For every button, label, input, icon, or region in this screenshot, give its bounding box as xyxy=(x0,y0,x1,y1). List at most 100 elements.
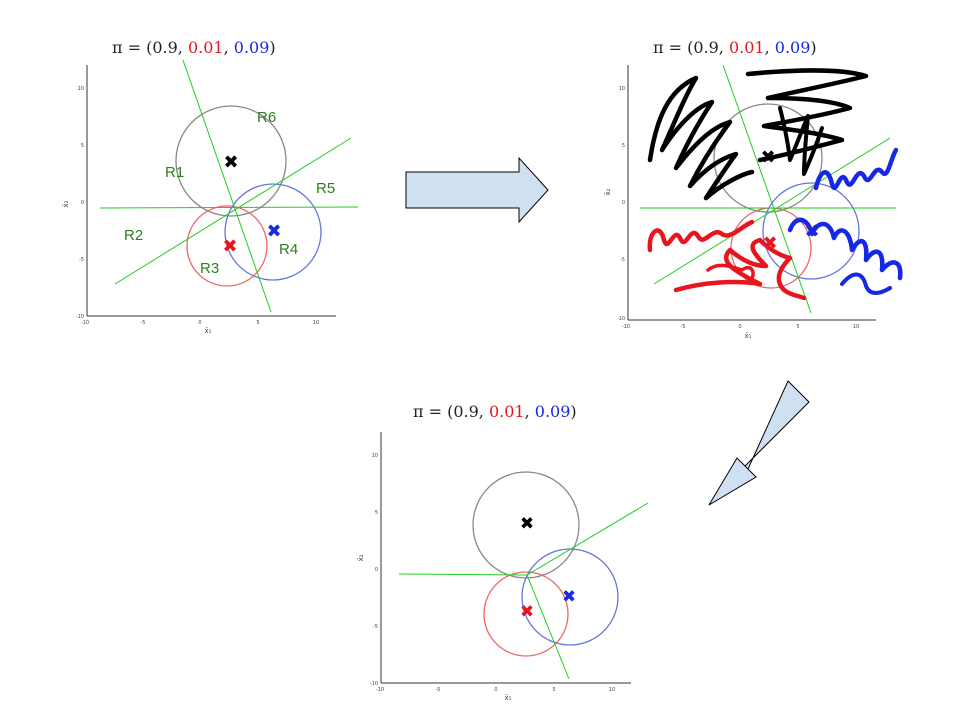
blue-region-scribble xyxy=(840,272,892,295)
blue-class-circle xyxy=(224,183,322,281)
region-label-r4: R4 xyxy=(279,241,298,258)
black-class-circle xyxy=(175,105,287,217)
title-suffix: ) xyxy=(810,38,816,57)
y-tick-label: -5 xyxy=(79,257,84,263)
title-sep2: , xyxy=(525,402,535,421)
y-tick-label: 0 xyxy=(81,200,84,206)
blue-class-circle xyxy=(762,182,860,280)
x-tick-label: -10 xyxy=(622,324,630,330)
title-prefix: π = ( xyxy=(413,402,453,421)
region-label-r1: R1 xyxy=(165,164,184,181)
x-tick-label: -5 xyxy=(141,320,146,326)
title-prefix: π = ( xyxy=(653,38,693,57)
panel-title: π = (0.9, 0.01, 0.09) xyxy=(653,38,817,57)
title-p3: 0.09 xyxy=(775,38,811,57)
black-region-scribble xyxy=(647,75,755,201)
boundary-line-diagonal xyxy=(653,137,891,285)
x-tick-label: 10 xyxy=(853,324,859,330)
title-sep2: , xyxy=(765,38,775,57)
title-p1: 0.9 xyxy=(453,402,478,421)
x-tick-label: -5 xyxy=(681,324,686,330)
red-class-center-marker: ✖ xyxy=(762,233,777,254)
y-tick-label: 10 xyxy=(372,453,378,459)
boundary-line-diagonal xyxy=(114,137,352,285)
blue-class-center-marker: ✖ xyxy=(562,587,576,607)
down-left-arrow-icon xyxy=(708,380,810,506)
title-sep1: , xyxy=(479,402,489,421)
y-tick-label: 5 xyxy=(81,143,84,149)
blue-region-scribble xyxy=(787,217,903,281)
y-axis-label: x̄₂ xyxy=(357,554,365,561)
title-p2: 0.01 xyxy=(188,38,224,57)
title-p2: 0.01 xyxy=(489,402,525,421)
boundary-line-steep xyxy=(182,59,272,313)
y-axis-label: x̄₂ xyxy=(62,200,70,207)
black-class-center-marker: ✖ xyxy=(223,152,238,173)
x-tick-label: 5 xyxy=(552,687,555,693)
red-class-center-marker: ✖ xyxy=(222,236,237,257)
x-tick-label: -5 xyxy=(436,687,441,693)
panel-title: π = (0.9, 0.01, 0.09) xyxy=(413,402,577,421)
y-tick-label: -10 xyxy=(76,314,84,320)
title-p1: 0.9 xyxy=(693,38,718,57)
black-class-center-marker: ✖ xyxy=(760,147,775,168)
title-sep1: , xyxy=(719,38,729,57)
y-tick-label: 0 xyxy=(622,200,625,206)
red-class-circle xyxy=(186,205,268,287)
boundary-line-horizontal xyxy=(99,206,359,209)
y-axis-label: x̄₂ xyxy=(604,188,612,195)
black-class-center-marker: ✖ xyxy=(520,514,534,534)
y-tick-label: 10 xyxy=(619,86,625,92)
blue-class-center-marker: ✖ xyxy=(266,221,281,242)
title-p3: 0.09 xyxy=(535,402,571,421)
region-label-r2: R2 xyxy=(124,227,143,244)
boundary-line-lower xyxy=(526,574,570,680)
y-tick-label: 0 xyxy=(375,567,378,573)
y-tick-label: 5 xyxy=(375,510,378,516)
title-sep2: , xyxy=(224,38,234,57)
y-tick-label: -5 xyxy=(373,624,378,630)
x-tick-label: 5 xyxy=(256,320,259,326)
title-p3: 0.09 xyxy=(234,38,270,57)
y-tick-label: -10 xyxy=(370,681,378,687)
black-class-circle xyxy=(713,103,823,213)
boundary-line-steep xyxy=(722,64,812,314)
black-region-scribble xyxy=(778,106,824,176)
x-tick-label: 0 xyxy=(494,687,497,693)
region-label-r5: R5 xyxy=(316,180,335,197)
blue-class-center-marker: ✖ xyxy=(804,221,819,242)
x-tick-label: 0 xyxy=(738,324,741,330)
region-label-r6: R6 xyxy=(257,109,276,126)
red-class-center-marker: ✖ xyxy=(520,602,534,622)
region-label-r3: R3 xyxy=(200,260,219,277)
red-region-scribble xyxy=(673,237,807,301)
panel-merged-boundaries: π = (0.9, 0.01, 0.09) 10 5 0 -5 -10 -10 … xyxy=(357,402,649,702)
title-p1: 0.9 xyxy=(152,38,177,57)
y-tick-label: 10 xyxy=(78,86,84,92)
red-region-scribble xyxy=(647,219,755,253)
y-tick-label: -10 xyxy=(617,316,625,322)
x-tick-label: 10 xyxy=(313,320,319,326)
x-axis-label: x̄₁ xyxy=(505,694,512,702)
x-axis-label: x̄₁ xyxy=(745,332,752,340)
x-tick-label: 10 xyxy=(609,687,615,693)
title-prefix: π = ( xyxy=(112,38,152,57)
x-tick-label: 0 xyxy=(198,320,201,326)
x-tick-label: 5 xyxy=(796,324,799,330)
panel-scribbled-regions: π = (0.9, 0.01, 0.09) 10 5 0 -5 -10 -10 … xyxy=(604,38,903,340)
right-arrow-icon xyxy=(405,156,549,224)
blue-region-scribble xyxy=(813,147,899,191)
panel-labeled-regions: π = (0.9, 0.01, 0.09) 10 5 0 -5 -10 -10 … xyxy=(62,38,359,335)
title-suffix: ) xyxy=(570,402,576,421)
x-tick-label: -10 xyxy=(376,687,384,693)
black-region-scribble xyxy=(745,68,869,163)
title-p2: 0.01 xyxy=(729,38,765,57)
red-region-scribble xyxy=(706,263,755,284)
panel-title: π = (0.9, 0.01, 0.09) xyxy=(112,38,276,57)
x-axis-label: x̄₁ xyxy=(205,327,212,335)
red-class-circle xyxy=(483,571,569,657)
x-tick-label: -10 xyxy=(81,320,89,326)
y-tick-label: 5 xyxy=(622,143,625,149)
